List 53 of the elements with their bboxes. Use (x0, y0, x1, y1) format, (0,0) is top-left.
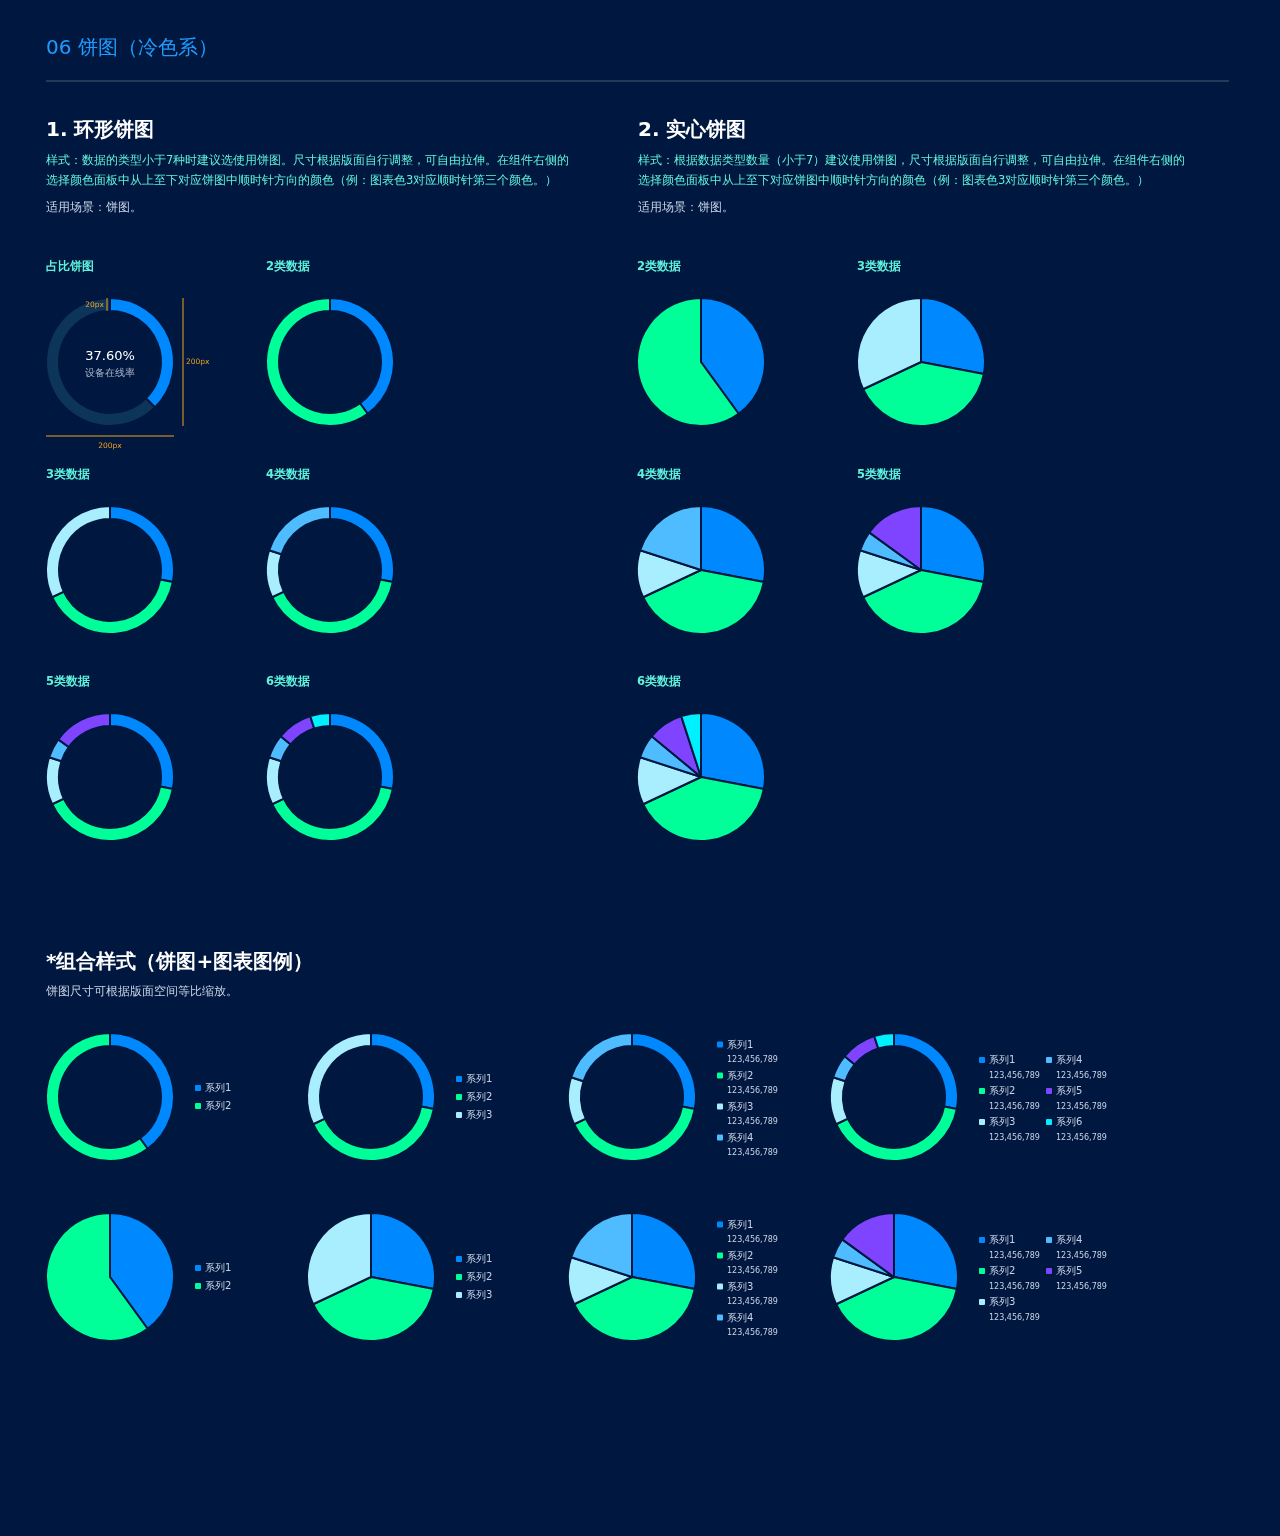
text: 选择颜色面板中从上至下对应饼图中顺时针方向的颜色（例：图表色3对应顺时针第三个颜色。） (46, 172, 558, 187)
text: 适用场景：饼图。 (46, 199, 142, 214)
chart-title: 2类数据 (266, 258, 311, 273)
text: 选择颜色面板中从上至下对应饼图中顺时针方向的颜色（例：图表色3对应顺时针第三个颜色。） (638, 172, 1150, 187)
legend-label: 系列2 123,456,789 (989, 1085, 1040, 1111)
legend-label: 系列3 123,456,789 (727, 1280, 778, 1306)
legend-label: 系列2 123,456,789 (989, 1265, 1040, 1291)
legend-label: 系列4 123,456,789 (727, 1311, 778, 1337)
legend-label: 系列4 123,456,789 (1056, 1054, 1107, 1080)
legend-label: 系列2 (205, 1100, 232, 1111)
legend-label: 系列2 (205, 1280, 232, 1291)
legend-label: 系列3 123,456,789 (727, 1100, 778, 1126)
legend-label: 系列3 (466, 1289, 493, 1300)
legend-label: 系列1 123,456,789 (989, 1234, 1040, 1260)
text: 37.60% (85, 347, 135, 363)
legend-label: 系列1 (205, 1262, 232, 1273)
text: 饼图尺寸可根据版面空间等比缩放。 (45, 983, 238, 998)
text: 06 饼图（冷色系） (46, 34, 218, 59)
legend-label: 系列2 123,456,789 (727, 1069, 778, 1095)
text: 适用场景：饼图。 (638, 199, 734, 214)
legend-label: 系列1 123,456,789 (727, 1218, 778, 1244)
legend-label: 系列3 123,456,789 (989, 1296, 1040, 1322)
text: 样式：根据数据类型数量（小于7）建议使用饼图，尺寸根据版面自行调整，可自由拉伸。在组件右侧的 (638, 152, 1186, 167)
text: 1. 环形饼图 (46, 116, 155, 141)
legend-label: 系列4 123,456,789 (727, 1131, 778, 1157)
legend-label: 系列1 (466, 1253, 493, 1264)
legend-label: 系列6 123,456,789 (1056, 1116, 1107, 1142)
legend-label: 系列2 (466, 1091, 493, 1102)
text: 样式：数据的类型小于7种时建议选使用饼图。尺寸根据版面自行调整，可自由拉伸。在组件右侧的 (46, 152, 570, 167)
legend-label: 系列3 (466, 1109, 493, 1120)
chart-title: 2类数据 (637, 258, 682, 273)
text: 设备在线率 (85, 367, 135, 378)
legend-label: 系列4 123,456,789 (1056, 1234, 1107, 1260)
legend-label: 系列1 (466, 1073, 493, 1084)
legend-label: 系列2 (466, 1271, 493, 1282)
legend-label: 系列1 123,456,789 (727, 1038, 778, 1064)
chart-title: 4类数据 (266, 466, 311, 481)
chart-title: 4类数据 (637, 466, 682, 481)
legend-label: 系列5 123,456,789 (1056, 1265, 1107, 1291)
legend-label: 系列2 123,456,789 (727, 1249, 778, 1275)
chart-title: 6类数据 (266, 673, 311, 688)
text: *组合样式（饼图+图表图例） (46, 948, 314, 973)
chart-title: 3类数据 (857, 258, 902, 273)
legend-label: 系列1 (205, 1082, 232, 1093)
legend-label: 系列3 123,456,789 (989, 1116, 1040, 1142)
chart-title: 5类数据 (857, 466, 902, 481)
text: 2. 实心饼图 (638, 116, 747, 141)
chart-title: 3类数据 (46, 466, 91, 481)
legend-label: 系列1 123,456,789 (989, 1054, 1040, 1080)
chart-title: 占比饼图 (46, 258, 94, 273)
legend-label: 系列5 123,456,789 (1056, 1085, 1107, 1111)
chart-title: 6类数据 (637, 673, 682, 688)
chart-title: 5类数据 (46, 673, 91, 688)
